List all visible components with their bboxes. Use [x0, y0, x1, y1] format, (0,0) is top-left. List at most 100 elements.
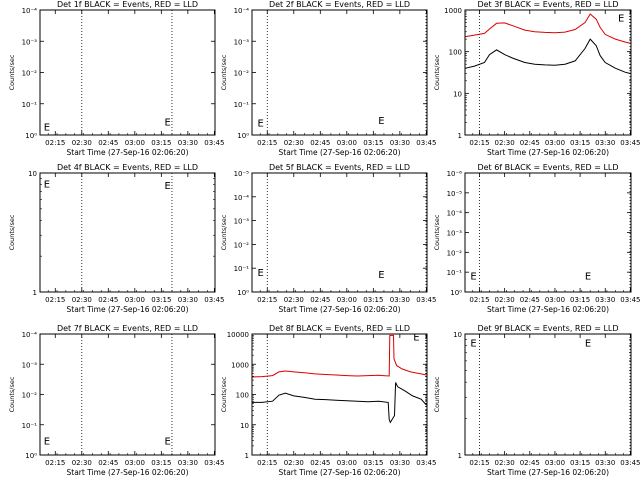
plot-frame [464, 333, 632, 456]
x-tick-label: 03:00 [125, 139, 145, 147]
x-tick-label: 03:00 [337, 139, 357, 147]
x-tick-label: 03:15 [363, 296, 383, 304]
x-tick-label: 02:30 [72, 459, 92, 467]
y-tick-label: 10⁻³ [447, 230, 463, 238]
data-series-line [252, 334, 427, 378]
x-tick-label: 03:30 [178, 139, 198, 147]
x-tick-label: 02:30 [72, 296, 92, 304]
x-axis-label: Start Time (27-Sep-16 02:06:20) [279, 468, 401, 477]
x-tick-label: 03:30 [390, 139, 410, 147]
event-marker: E [585, 338, 591, 349]
event-marker: E [44, 180, 50, 191]
x-tick-label: 03:00 [125, 459, 145, 467]
x-tick-label: 03:15 [151, 139, 171, 147]
y-tick-label: 10⁻⁶ [447, 170, 463, 178]
x-tick-label: 02:45 [98, 296, 118, 304]
y-tick-label: 1 [458, 132, 462, 140]
x-tick-label: 03:45 [204, 139, 224, 147]
x-tick-label: 02:45 [520, 459, 540, 467]
x-tick-label: 02:15 [469, 139, 489, 147]
y-tick-label: 10⁰ [237, 132, 249, 140]
y-tick-label: 10⁻⁴ [22, 7, 38, 15]
y-tick-label: 10⁻⁴ [22, 331, 38, 339]
x-tick-label: 02:30 [495, 459, 515, 467]
x-tick-label: 03:00 [125, 296, 145, 304]
plot-frame [39, 333, 216, 456]
plot-frame [251, 172, 428, 293]
x-tick-label: 02:15 [257, 296, 277, 304]
x-tick-label: 03:00 [545, 296, 565, 304]
y-axis-label: Counts/sec [8, 214, 16, 250]
x-tick-label: 02:45 [98, 459, 118, 467]
chart-panel: Det 4f BLACK = Events, RED = LLD 02:15 02:… [8, 163, 224, 314]
x-axis-label: Start Time (27-Sep-16 02:06:20) [67, 468, 189, 477]
y-tick-label: 10⁻¹ [22, 422, 38, 430]
x-tick-label: 03:30 [390, 296, 410, 304]
event-marker: E [470, 338, 476, 349]
chart-title: Det 8f BLACK = Events, RED = LLD [269, 324, 410, 333]
y-tick-label: 10 [453, 331, 462, 339]
plot-frame [39, 172, 216, 293]
chart-panel: Det 2f BLACK = Events, RED = LLD 02:15 02:… [220, 0, 436, 157]
event-marker: E [44, 122, 50, 133]
y-axis-label: Counts/sec [220, 214, 228, 250]
y-tick-label: 10⁻⁴ [234, 7, 250, 15]
x-tick-label: 03:00 [337, 459, 357, 467]
x-tick-label: 02:45 [520, 139, 540, 147]
event-marker: E [165, 181, 171, 192]
chart-panel: Det 8f BLACK = Events, RED = LLD 02:15 02:… [220, 324, 436, 477]
x-axis-label: Start Time (27-Sep-16 02:06:20) [279, 305, 401, 314]
y-tick-label: 10⁻¹ [234, 265, 250, 273]
x-tick-label: 02:30 [72, 139, 92, 147]
x-tick-label: 02:15 [469, 459, 489, 467]
y-tick-label: 10 [28, 170, 37, 178]
event-marker: E [165, 436, 171, 447]
y-tick-label: 100 [449, 49, 462, 57]
x-axis-label: Start Time (27-Sep-16 02:06:20) [487, 148, 609, 157]
x-tick-label: 03:00 [545, 459, 565, 467]
y-axis-label: Counts/sec [8, 54, 16, 90]
x-tick-label: 02:15 [257, 459, 277, 467]
chart-panel: Det 9f BLACK = Events, RED = LLD 02:15 02:… [433, 324, 640, 477]
y-tick-label: 10⁻⁵ [447, 190, 463, 198]
x-tick-label: 03:15 [151, 296, 171, 304]
y-tick-label: 10⁻¹ [22, 101, 38, 109]
x-tick-label: 02:15 [469, 296, 489, 304]
y-tick-label: 10⁻³ [234, 38, 250, 46]
y-tick-label: 10⁰ [25, 132, 37, 140]
y-tick-label: 10000 [227, 331, 249, 339]
x-tick-label: 03:30 [595, 296, 615, 304]
x-tick-label: 03:00 [545, 139, 565, 147]
x-tick-label: 02:45 [520, 296, 540, 304]
x-tick-label: 02:15 [45, 296, 65, 304]
x-tick-label: 03:45 [620, 296, 640, 304]
y-tick-label: 10⁰ [25, 452, 37, 460]
data-series-line [252, 382, 427, 424]
y-tick-label: 100 [236, 392, 249, 400]
x-axis-label: Start Time (27-Sep-16 02:06:20) [279, 148, 401, 157]
x-tick-label: 02:45 [98, 139, 118, 147]
x-tick-label: 02:30 [284, 459, 304, 467]
x-tick-label: 03:30 [178, 296, 198, 304]
event-marker: E [258, 268, 264, 279]
x-tick-label: 02:15 [257, 139, 277, 147]
x-tick-label: 02:45 [310, 459, 330, 467]
y-tick-label: 1000 [444, 7, 462, 15]
y-tick-label: 1000 [231, 361, 249, 369]
event-marker: E [165, 117, 171, 128]
x-tick-label: 03:15 [570, 296, 590, 304]
x-tick-label: 03:30 [178, 459, 198, 467]
x-tick-label: 02:15 [45, 459, 65, 467]
y-tick-label: 1 [33, 289, 37, 297]
event-marker: E [618, 14, 624, 25]
chart-title: Det 7f BLACK = Events, RED = LLD [57, 324, 198, 333]
event-marker: E [258, 119, 264, 130]
y-tick-label: 1 [458, 452, 462, 460]
x-axis-label: Start Time (27-Sep-16 02:06:20) [487, 468, 609, 477]
y-tick-label: 10⁻² [234, 241, 250, 249]
chart-panel: Det 1f BLACK = Events, RED = LLD 02:15 02:… [8, 0, 224, 157]
x-axis-label: Start Time (27-Sep-16 02:06:20) [67, 148, 189, 157]
y-tick-label: 10⁻⁴ [234, 194, 250, 202]
plot-frame [251, 9, 428, 136]
